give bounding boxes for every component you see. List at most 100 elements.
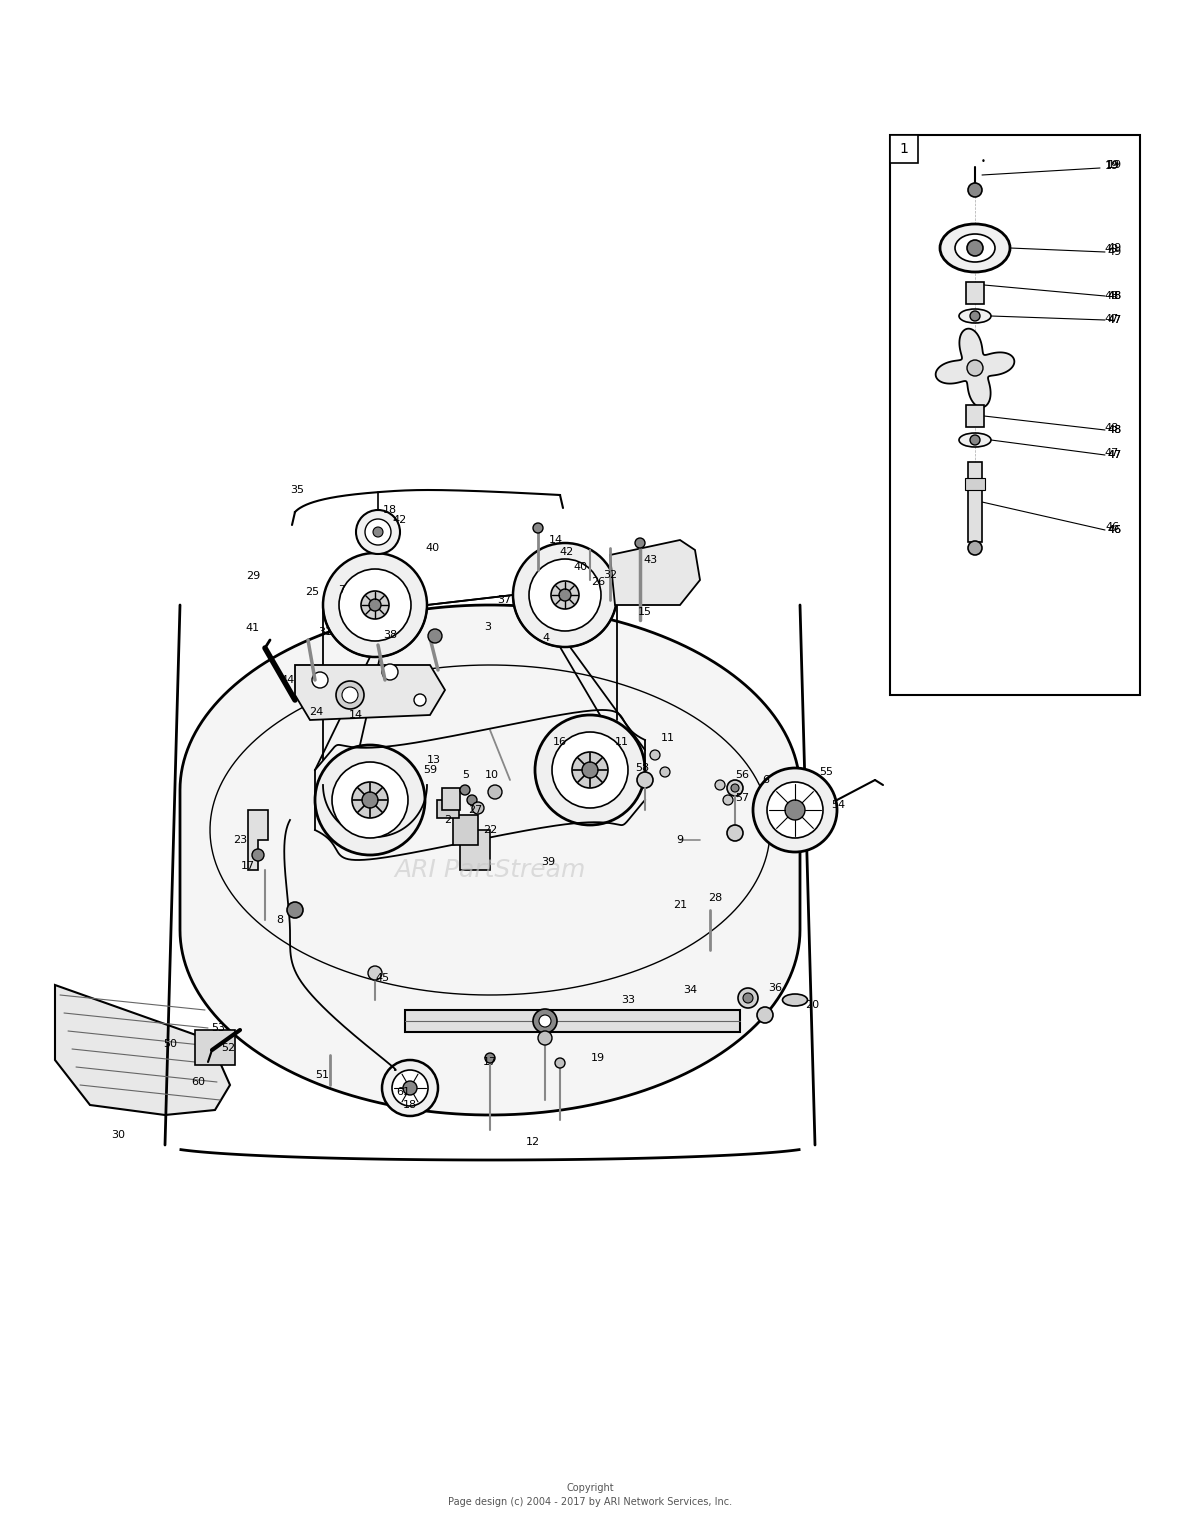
- Text: 48: 48: [1108, 425, 1122, 435]
- Text: 34: 34: [683, 985, 697, 996]
- Text: 19: 19: [1108, 160, 1122, 169]
- Text: 18: 18: [384, 505, 396, 515]
- Text: 61: 61: [396, 1087, 409, 1096]
- Circle shape: [339, 570, 411, 641]
- Text: 9: 9: [676, 835, 683, 844]
- Text: 54: 54: [831, 800, 845, 809]
- Bar: [453, 815, 478, 844]
- Text: 49: 49: [1104, 244, 1119, 253]
- Circle shape: [582, 762, 598, 777]
- Circle shape: [727, 780, 743, 796]
- Circle shape: [472, 802, 484, 814]
- Circle shape: [727, 825, 743, 841]
- Circle shape: [551, 580, 579, 609]
- Polygon shape: [55, 985, 230, 1115]
- Circle shape: [785, 800, 805, 820]
- Polygon shape: [610, 541, 700, 605]
- Text: 47: 47: [1104, 447, 1119, 458]
- Text: 50: 50: [163, 1038, 177, 1049]
- Circle shape: [365, 519, 391, 545]
- Polygon shape: [295, 664, 445, 721]
- Circle shape: [730, 783, 739, 793]
- Circle shape: [362, 793, 378, 808]
- Text: 1: 1: [899, 142, 909, 156]
- Circle shape: [660, 767, 670, 777]
- Text: 27: 27: [468, 805, 483, 815]
- Text: 47: 47: [1108, 450, 1122, 460]
- Circle shape: [529, 559, 601, 631]
- Polygon shape: [181, 605, 800, 1115]
- Text: 47: 47: [1108, 315, 1122, 325]
- Bar: [966, 405, 984, 428]
- Circle shape: [253, 849, 264, 861]
- Circle shape: [352, 782, 388, 818]
- Text: 40: 40: [425, 544, 439, 553]
- Circle shape: [312, 672, 328, 689]
- Text: 15: 15: [638, 608, 653, 617]
- Text: 52: 52: [221, 1043, 235, 1054]
- Text: 4: 4: [543, 634, 550, 643]
- Text: 28: 28: [708, 893, 722, 902]
- Text: 48: 48: [1108, 292, 1122, 301]
- Text: 29: 29: [245, 571, 260, 580]
- Text: 14: 14: [349, 710, 363, 721]
- Text: 20: 20: [805, 1000, 819, 1009]
- Text: 14: 14: [549, 534, 563, 545]
- Circle shape: [533, 1009, 557, 1032]
- Bar: [966, 282, 984, 304]
- Circle shape: [315, 745, 425, 855]
- Circle shape: [966, 360, 983, 376]
- Bar: [405, 1009, 740, 1032]
- Circle shape: [723, 796, 733, 805]
- Ellipse shape: [959, 434, 991, 447]
- Circle shape: [970, 435, 981, 444]
- Text: 32: 32: [603, 570, 617, 580]
- Text: 24: 24: [309, 707, 323, 718]
- Circle shape: [460, 785, 470, 796]
- Circle shape: [758, 1006, 773, 1023]
- Circle shape: [968, 541, 982, 554]
- Text: 30: 30: [111, 1130, 125, 1141]
- Circle shape: [572, 751, 608, 788]
- Text: 47: 47: [1108, 315, 1122, 325]
- Circle shape: [373, 527, 384, 538]
- Text: 57: 57: [735, 793, 749, 803]
- Bar: [968, 463, 982, 542]
- Circle shape: [559, 589, 571, 602]
- Ellipse shape: [959, 308, 991, 324]
- Bar: [890, 134, 1140, 695]
- Circle shape: [392, 1070, 428, 1106]
- Circle shape: [535, 715, 645, 825]
- Circle shape: [368, 967, 382, 980]
- Circle shape: [753, 768, 837, 852]
- Text: 42: 42: [559, 547, 575, 557]
- Text: 5: 5: [463, 770, 470, 780]
- Circle shape: [650, 750, 660, 760]
- Text: 38: 38: [384, 631, 396, 640]
- Text: 60: 60: [191, 1077, 205, 1087]
- Text: 55: 55: [819, 767, 833, 777]
- Circle shape: [369, 599, 381, 611]
- Circle shape: [966, 240, 983, 257]
- Circle shape: [382, 664, 398, 680]
- Text: 49: 49: [1108, 247, 1122, 257]
- Circle shape: [358, 512, 398, 551]
- Circle shape: [336, 681, 363, 709]
- Text: 19: 19: [1104, 160, 1119, 171]
- Circle shape: [538, 1031, 552, 1044]
- Ellipse shape: [955, 234, 995, 263]
- Ellipse shape: [940, 224, 1010, 272]
- Text: 36: 36: [768, 983, 782, 993]
- Text: 18: 18: [402, 1099, 417, 1110]
- Text: 19: 19: [591, 1054, 605, 1063]
- Circle shape: [332, 762, 408, 838]
- Circle shape: [968, 183, 982, 197]
- Circle shape: [414, 693, 426, 705]
- Text: 8: 8: [276, 915, 283, 925]
- Circle shape: [361, 591, 389, 618]
- Bar: [195, 1031, 235, 1064]
- Circle shape: [489, 785, 502, 799]
- Text: 45: 45: [375, 973, 389, 983]
- Text: 58: 58: [635, 764, 649, 773]
- Text: 25: 25: [304, 586, 319, 597]
